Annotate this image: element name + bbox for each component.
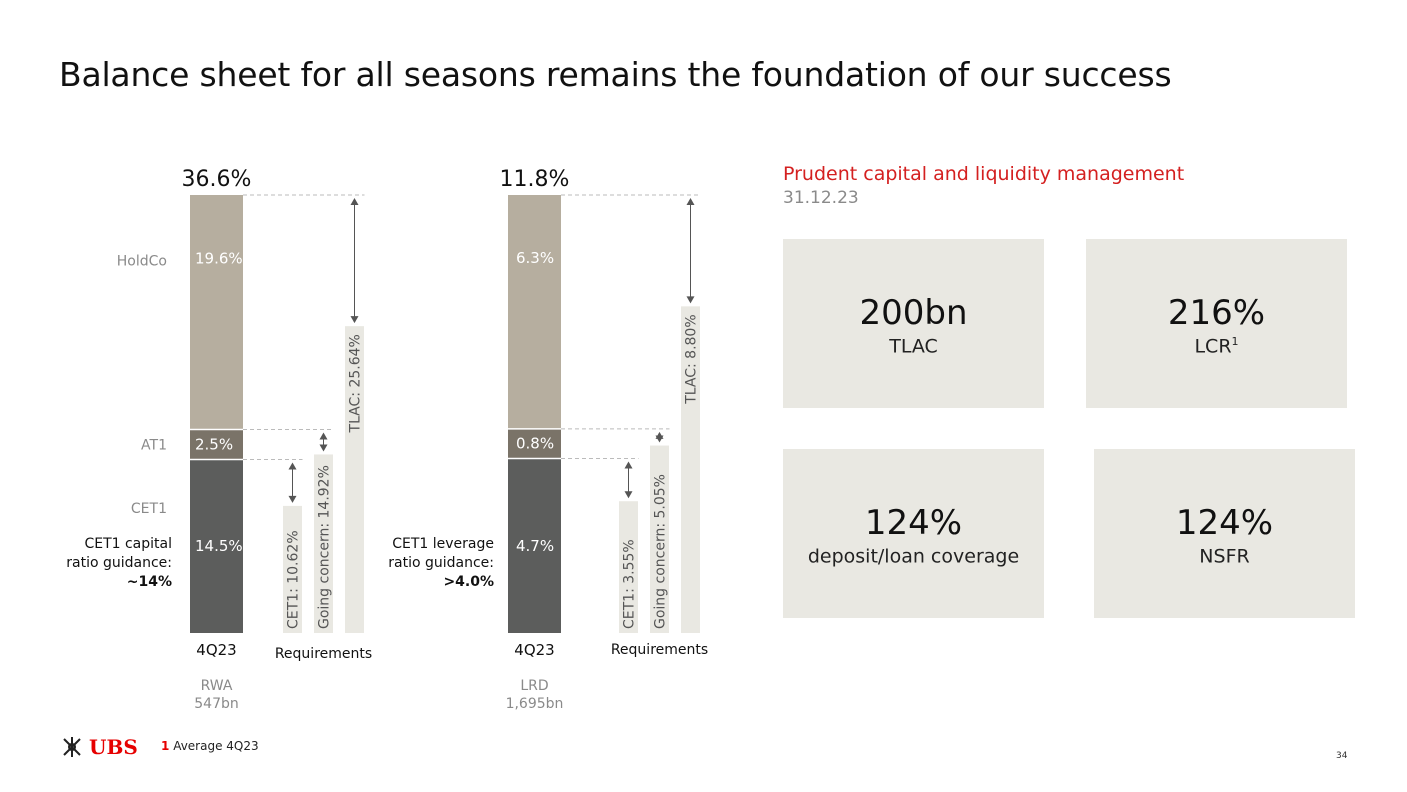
ubs-logo: UBS — [59, 734, 138, 760]
keys-icon — [63, 737, 81, 757]
bar-segment-at1 — [190, 429, 243, 460]
segment-label: 0.8% — [516, 435, 554, 453]
requirements-label: Requirements — [275, 646, 372, 662]
base-value: 547bn — [194, 696, 238, 712]
kpi-date: 31.12.23 — [783, 188, 859, 208]
tile-label: TLAC — [889, 335, 938, 358]
gap-arrow-head-down — [655, 435, 664, 443]
tile-value: 216% — [1167, 293, 1266, 333]
requirement-label: CET1: 10.62% — [286, 530, 302, 629]
category-label: 4Q23 — [196, 641, 236, 659]
tile-value: 124% — [864, 503, 963, 543]
requirement-bar-cet1 — [619, 501, 638, 633]
guidance-text: CET1 capital — [84, 536, 172, 552]
requirement-bar-cet1 — [283, 505, 302, 633]
bar-segment-cet1 — [508, 458, 561, 633]
guidance-text: ratio guidance: — [66, 555, 172, 571]
gap-arrow-head-down — [319, 444, 328, 452]
requirement-label: TLAC: 8.80% — [684, 314, 700, 404]
segment-label: 19.6% — [195, 249, 243, 267]
footnote: 1 Average 4Q23 — [161, 739, 259, 753]
guidance-text: CET1 leverage — [392, 536, 494, 552]
total-label: 11.8% — [500, 167, 570, 192]
bar-segment-holdco — [508, 195, 561, 429]
logo-text: UBS — [89, 735, 138, 759]
base-label: LRD — [520, 678, 548, 694]
page-number: 34 — [1336, 751, 1348, 761]
gap-arrow-head-down — [288, 495, 297, 503]
gap-arrow-head-down — [350, 316, 359, 324]
segment-name-cet1: CET1 — [131, 501, 167, 517]
tile-value: 124% — [1175, 503, 1274, 543]
footnote-marker: 1 — [1231, 335, 1239, 348]
page-title: Balance sheet for all seasons remains th… — [59, 55, 1172, 94]
tile-nsfr: 124% NSFR — [1094, 449, 1355, 618]
requirement-bar-going-concern — [314, 454, 333, 633]
segment-label: 2.5% — [195, 436, 233, 454]
requirement-bar-tlac — [345, 326, 364, 633]
gap-arrow-head-up — [350, 198, 359, 205]
requirement-label: Going concern: 5.05% — [653, 474, 669, 629]
gap-arrow-head-up — [624, 461, 633, 469]
bar-segment-cet1 — [190, 459, 243, 633]
tile-tlac: 200bn TLAC — [783, 239, 1044, 408]
gap-arrow-head-down — [686, 296, 695, 304]
segment-name-at1: AT1 — [141, 438, 167, 454]
gap-arrow-head-up — [288, 462, 297, 470]
tile-label: LCR1 — [1194, 335, 1239, 358]
gap-arrow-head-up — [319, 432, 328, 440]
tile-deposit-loan: 124% deposit/loan coverage — [783, 449, 1044, 618]
requirement-label: Going concern: 14.92% — [317, 465, 333, 629]
tile-label: NSFR — [1199, 545, 1250, 568]
bar-segment-holdco — [190, 195, 243, 430]
requirements-label: Requirements — [611, 642, 708, 658]
base-value: 1,695bn — [506, 696, 564, 712]
requirement-label: CET1: 3.55% — [622, 539, 638, 629]
segment-label: 14.5% — [195, 537, 243, 555]
guidance-value: ~14% — [127, 574, 172, 590]
kpi-heading: Prudent capital and liquidity management — [783, 163, 1185, 185]
tile-value: 200bn — [859, 293, 968, 333]
bar-segment-at1 — [508, 428, 561, 459]
category-label: 4Q23 — [514, 641, 554, 659]
requirement-bar-going-concern — [650, 445, 669, 633]
segment-label: 6.3% — [516, 249, 554, 267]
base-label: RWA — [201, 678, 233, 694]
capital-charts: 14.5% CET1 2.5% AT1 19.6% HoldCo 36.6% 4Q23 RWA 5… — [66, 167, 708, 712]
tile-lcr: 216% LCR1 — [1086, 239, 1347, 408]
segment-name-holdco: HoldCo — [117, 254, 167, 270]
gap-arrow-head-down — [624, 491, 633, 499]
tile-label: deposit/loan coverage — [807, 545, 1020, 568]
requirement-label: TLAC: 25.64% — [348, 334, 364, 433]
total-label: 36.6% — [182, 167, 252, 192]
segment-label: 4.7% — [516, 537, 554, 555]
guidance-text: ratio guidance: — [388, 555, 494, 571]
gap-arrow-head-up — [686, 198, 695, 205]
guidance-value: >4.0% — [443, 574, 494, 590]
requirement-bar-tlac — [681, 306, 700, 633]
